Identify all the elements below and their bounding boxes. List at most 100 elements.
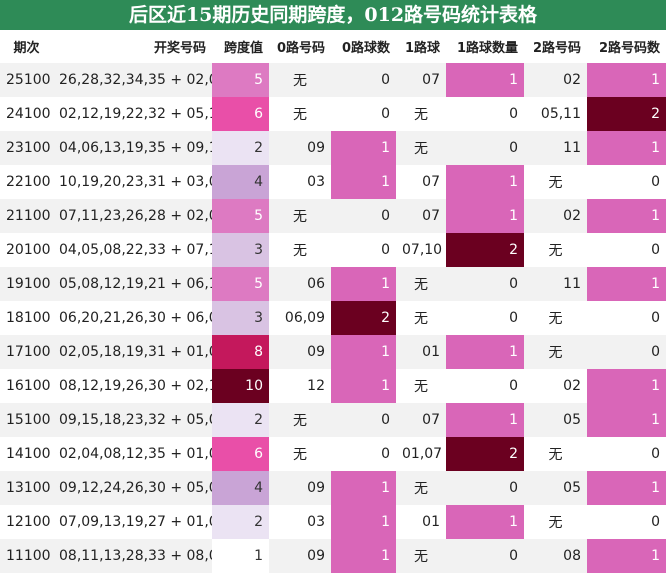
cell-route1-numbers: 无: [396, 97, 446, 131]
cell-period: 19100: [0, 267, 53, 301]
table-body: 25100 26,28,32,34,35 + 02,07 5 无 0 07 1 02 1 2410…: [0, 63, 666, 573]
cell-route0-count: 0: [331, 97, 396, 131]
cell-route0-count: 1: [331, 165, 396, 199]
cell-numbers: 09,15,18,23,32 + 05,07: [53, 403, 212, 437]
cell-period: 22100: [0, 165, 53, 199]
table-row: 17100 02,05,18,19,31 + 01,09 8 09 1 01 1 无 0: [0, 335, 666, 369]
table-row: 13100 09,12,24,26,30 + 05,09 4 09 1 无 0 05 1: [0, 471, 666, 505]
cell-route1-numbers: 无: [396, 301, 446, 335]
cell-route1-count: 0: [446, 97, 524, 131]
cell-numbers: 02,04,08,12,35 + 01,07: [53, 437, 212, 471]
cell-route2-count: 1: [587, 267, 666, 301]
cell-numbers: 07,09,13,19,27 + 01,03: [53, 505, 212, 539]
cell-route0-count: 0: [331, 199, 396, 233]
cell-route0-count: 0: [331, 63, 396, 97]
cell-route0-numbers: 06,09: [269, 301, 331, 335]
cell-route0-numbers: 12: [269, 369, 331, 403]
cell-route2-numbers: 无: [524, 233, 587, 267]
cell-route1-numbers: 01,07: [396, 437, 446, 471]
header-numbers: 开奖号码: [53, 30, 212, 63]
cell-period: 15100: [0, 403, 53, 437]
cell-route2-count: 0: [587, 437, 666, 471]
header-route1-numbers: 1路球: [396, 30, 446, 63]
cell-span: 6: [212, 437, 269, 471]
cell-route0-count: 0: [331, 403, 396, 437]
cell-route1-count: 0: [446, 471, 524, 505]
cell-route1-count: 1: [446, 505, 524, 539]
table-row: 15100 09,15,18,23,32 + 05,07 2 无 0 07 1 05 1: [0, 403, 666, 437]
cell-route1-numbers: 07: [396, 63, 446, 97]
cell-span: 3: [212, 233, 269, 267]
cell-route2-numbers: 08: [524, 539, 587, 573]
cell-route0-count: 1: [331, 539, 396, 573]
cell-numbers: 06,20,21,26,30 + 06,09: [53, 301, 212, 335]
table-row: 12100 07,09,13,19,27 + 01,03 2 03 1 01 1 无 0: [0, 505, 666, 539]
cell-route2-numbers: 05: [524, 471, 587, 505]
cell-route2-count: 2: [587, 97, 666, 131]
cell-numbers: 04,05,08,22,33 + 07,10: [53, 233, 212, 267]
cell-span: 4: [212, 471, 269, 505]
cell-period: 11100: [0, 539, 53, 573]
cell-route0-numbers: 无: [269, 97, 331, 131]
cell-route2-count: 1: [587, 471, 666, 505]
cell-route2-count: 0: [587, 301, 666, 335]
cell-route2-numbers: 02: [524, 369, 587, 403]
cell-period: 23100: [0, 131, 53, 165]
cell-route2-numbers: 05: [524, 403, 587, 437]
header-route1-count: 1路球数量: [446, 30, 524, 63]
cell-route2-numbers: 无: [524, 301, 587, 335]
table-row: 16100 08,12,19,26,30 + 02,12 10 12 1 无 0 02 1: [0, 369, 666, 403]
cell-span: 8: [212, 335, 269, 369]
table-row: 24100 02,12,19,22,32 + 05,11 6 无 0 无 0 05,11 2: [0, 97, 666, 131]
table-row: 20100 04,05,08,22,33 + 07,10 3 无 0 07,10 2 无 0: [0, 233, 666, 267]
cell-route0-count: 1: [331, 505, 396, 539]
cell-route1-numbers: 07: [396, 165, 446, 199]
cell-numbers: 04,06,13,19,35 + 09,11: [53, 131, 212, 165]
cell-route1-count: 1: [446, 199, 524, 233]
cell-route1-numbers: 无: [396, 539, 446, 573]
cell-route0-count: 1: [331, 335, 396, 369]
cell-numbers: 05,08,12,19,21 + 06,11: [53, 267, 212, 301]
header-period: 期次: [0, 30, 53, 63]
cell-route2-count: 1: [587, 63, 666, 97]
cell-period: 13100: [0, 471, 53, 505]
cell-period: 14100: [0, 437, 53, 471]
cell-route1-count: 2: [446, 233, 524, 267]
table-row: 11100 08,11,13,28,33 + 08,09 1 09 1 无 0 08 1: [0, 539, 666, 573]
cell-route2-count: 1: [587, 369, 666, 403]
cell-route2-numbers: 11: [524, 131, 587, 165]
table-row: 21100 07,11,23,26,28 + 02,07 5 无 0 07 1 02 1: [0, 199, 666, 233]
cell-route0-numbers: 09: [269, 471, 331, 505]
cell-numbers: 02,05,18,19,31 + 01,09: [53, 335, 212, 369]
cell-period: 25100: [0, 63, 53, 97]
cell-route2-count: 0: [587, 505, 666, 539]
cell-route1-count: 0: [446, 267, 524, 301]
cell-period: 16100: [0, 369, 53, 403]
cell-period: 24100: [0, 97, 53, 131]
cell-route0-numbers: 03: [269, 165, 331, 199]
cell-route2-count: 0: [587, 233, 666, 267]
cell-route0-numbers: 09: [269, 335, 331, 369]
cell-numbers: 26,28,32,34,35 + 02,07: [53, 63, 212, 97]
cell-route2-numbers: 无: [524, 165, 587, 199]
cell-route1-count: 2: [446, 437, 524, 471]
cell-period: 18100: [0, 301, 53, 335]
cell-route0-numbers: 09: [269, 131, 331, 165]
cell-route2-count: 1: [587, 131, 666, 165]
cell-period: 20100: [0, 233, 53, 267]
cell-route0-count: 1: [331, 131, 396, 165]
cell-span: 5: [212, 63, 269, 97]
table-row: 25100 26,28,32,34,35 + 02,07 5 无 0 07 1 02 1: [0, 63, 666, 97]
header-route0-numbers: 0路号码: [269, 30, 331, 63]
cell-route0-count: 0: [331, 233, 396, 267]
cell-route1-count: 0: [446, 539, 524, 573]
cell-route1-numbers: 01: [396, 335, 446, 369]
cell-route0-numbers: 无: [269, 233, 331, 267]
cell-route1-count: 1: [446, 403, 524, 437]
cell-route0-numbers: 06: [269, 267, 331, 301]
cell-route0-count: 2: [331, 301, 396, 335]
table-row: 18100 06,20,21,26,30 + 06,09 3 06,09 2 无 0 无 0: [0, 301, 666, 335]
cell-period: 12100: [0, 505, 53, 539]
cell-route0-numbers: 无: [269, 437, 331, 471]
